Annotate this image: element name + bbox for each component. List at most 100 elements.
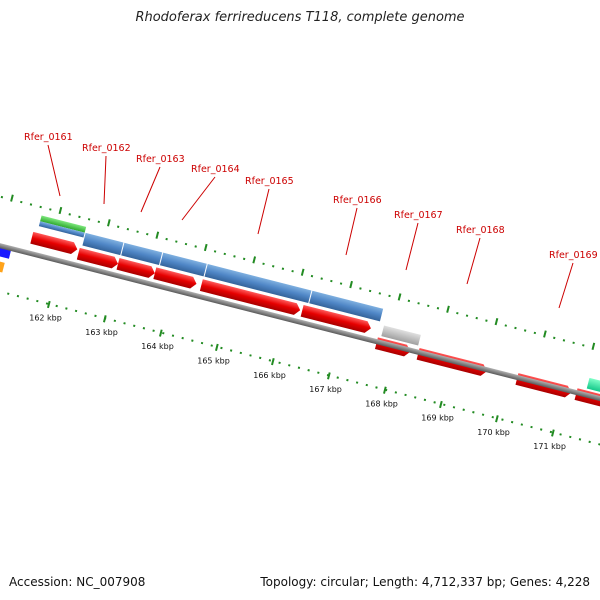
ruler-dot [365, 383, 368, 387]
ruler-dot [278, 361, 281, 365]
kbp-tick-label: 168 kbp [365, 399, 398, 408]
cds-arrow[interactable] [116, 258, 157, 279]
gene-label[interactable]: Rfer_0166 [333, 195, 382, 206]
ruler-major-tick [383, 386, 387, 394]
ruler-dot [0, 195, 4, 199]
gene-label-leader [466, 237, 481, 285]
gene-label-leader [103, 155, 107, 205]
ruler-dot [414, 396, 417, 399]
ruler-dot [355, 381, 359, 384]
ruler-dot [136, 230, 139, 233]
ruler-dot [162, 331, 165, 335]
ruler-dot [45, 302, 49, 305]
ruler-dot [317, 371, 320, 374]
orange-feature[interactable] [0, 255, 5, 273]
map-title: Rhodoferax ferrireducens T118, complete … [135, 10, 465, 25]
ruler-dot [78, 215, 81, 219]
ruler-dot [433, 401, 436, 404]
ruler-dot [339, 282, 343, 285]
feature-track [0, 215, 600, 408]
ruler-dot [171, 334, 175, 337]
ruler-dot [375, 386, 378, 389]
gene-label[interactable]: Rfer_0167 [394, 210, 443, 221]
ruler-dot [310, 274, 314, 278]
ruler-major-tick [252, 256, 257, 264]
ruler-major-tick [543, 330, 547, 338]
blue-feature[interactable] [0, 240, 12, 259]
cds-arrow[interactable] [153, 267, 198, 289]
ruler-dot [233, 255, 236, 258]
ruler-dot [307, 369, 310, 372]
kbp-tick-label: 165 kbp [197, 357, 230, 366]
ruler-dot [181, 336, 184, 340]
ruler-major-tick [300, 268, 305, 276]
ruler-dot [368, 289, 372, 293]
ruler-major-tick [271, 357, 275, 366]
ruler-dot [336, 376, 339, 379]
ruler-dot [465, 314, 469, 317]
gene-labels: Rfer_0161 Rfer_0162 Rfer_0163 Rfer_0164 Rfer… [24, 132, 598, 309]
ruler-dot [113, 319, 117, 323]
ruler-dot [462, 408, 465, 411]
ruler-dot [559, 433, 562, 436]
ruler-dot [320, 277, 323, 280]
genome-info-text: Topology: circular; Length: 4,712,337 bp… [260, 575, 590, 589]
gene-label-leader [257, 188, 270, 235]
ruler-dot [229, 349, 233, 352]
blue-feature[interactable] [121, 242, 163, 266]
ruler-dot [55, 304, 58, 308]
blue-feature[interactable] [204, 264, 312, 304]
ruler-major-tick [397, 293, 402, 301]
ruler-dot [427, 304, 430, 308]
ruler-dot [84, 312, 87, 315]
ruler-major-tick [551, 429, 555, 437]
gray-feature[interactable] [381, 325, 421, 346]
cds-arrow[interactable] [300, 304, 373, 334]
cds-arrow[interactable] [199, 279, 302, 316]
gene-label[interactable]: Rfer_0161 [24, 132, 73, 143]
ruler-dot [116, 225, 120, 228]
genome-backbone [0, 235, 600, 406]
gene-label[interactable]: Rfer_0165 [245, 176, 294, 187]
ruler-major-tick [10, 194, 14, 202]
ruler-dot [39, 205, 42, 209]
ruler-dot [569, 435, 572, 439]
ruler-dot [562, 339, 566, 342]
gene-label-leader [405, 222, 419, 271]
cds-arrow[interactable] [30, 231, 79, 255]
ruler-dot [359, 287, 362, 290]
green-feature[interactable] [40, 215, 87, 233]
gene-label[interactable]: Rfer_0169 [549, 250, 598, 261]
ruler-dot [65, 307, 68, 310]
accession-text: Accession: NC_007908 [9, 575, 146, 589]
kbp-tick-label: 164 kbp [141, 342, 174, 351]
ruler-dot [491, 415, 494, 419]
blue-feature[interactable] [38, 221, 85, 238]
ruler-dot [378, 292, 382, 295]
ruler-dot [514, 326, 517, 330]
kbp-tick-label: 167 kbp [309, 385, 342, 394]
gene-label[interactable]: Rfer_0168 [456, 225, 505, 236]
blue-feature[interactable] [309, 290, 384, 322]
cds-arrow[interactable] [76, 247, 120, 270]
ruler-dot [539, 428, 543, 431]
gene-label[interactable]: Rfer_0162 [82, 143, 131, 154]
ruler-dot [530, 425, 533, 429]
gene-label-leader [47, 144, 61, 197]
ruler-dot [272, 265, 275, 268]
ruler-dot [330, 279, 333, 283]
blue-feature[interactable] [159, 252, 207, 277]
ruler-major-tick [327, 372, 331, 380]
gene-label[interactable]: Rfer_0163 [136, 154, 185, 165]
gene-label[interactable]: Rfer_0164 [191, 164, 240, 175]
ruler-major-tick [215, 343, 219, 351]
ruler-dot [553, 336, 556, 340]
ruler-dot [239, 351, 243, 355]
ruler-dot [456, 311, 459, 315]
ruler-dot [146, 232, 149, 236]
blue-feature[interactable] [82, 232, 124, 256]
ruler-dot [288, 364, 291, 367]
ruler-dot [346, 378, 349, 382]
ruler-dot [388, 294, 391, 298]
teal-feature[interactable] [586, 377, 600, 394]
